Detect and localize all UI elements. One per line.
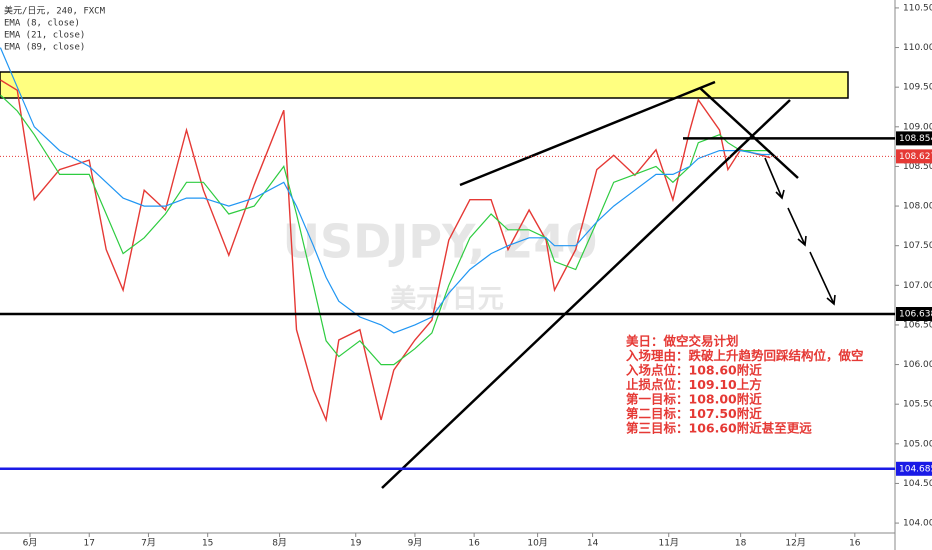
y-tick-label: 110.000 bbox=[903, 43, 932, 53]
x-tick-label: 9月 bbox=[408, 538, 423, 549]
annotation-line: 第一目标：108.00附近 bbox=[626, 392, 762, 407]
x-tick-label: 15 bbox=[202, 539, 213, 549]
trend-line bbox=[381, 99, 791, 489]
y-tick-label: 110.500 bbox=[903, 3, 932, 13]
series-line bbox=[0, 94, 771, 366]
trend-line bbox=[699, 87, 799, 179]
watermark: 美元/日元 bbox=[390, 284, 504, 315]
level-label: 104.685 bbox=[899, 464, 932, 474]
arrow bbox=[764, 157, 785, 200]
legend-label: EMA (89, close) bbox=[4, 43, 85, 53]
y-tick-label: 107.500 bbox=[903, 241, 932, 251]
drawings bbox=[381, 80, 799, 489]
y-tick-label: 108.500 bbox=[903, 162, 932, 172]
y-tick-label: 106.500 bbox=[903, 320, 932, 330]
level-label-box bbox=[896, 131, 932, 146]
y-tick-label: 104.000 bbox=[903, 519, 932, 529]
resistance-zone bbox=[0, 71, 849, 99]
x-tick-label: 16 bbox=[849, 539, 861, 549]
annotation-line: 美日：做空交易计划 bbox=[626, 334, 739, 349]
chart-title: 美元/日元, 240, FXCM bbox=[4, 5, 106, 17]
arrow bbox=[787, 207, 807, 247]
x-tick-label: 14 bbox=[587, 539, 599, 549]
x-tick-label: 11月 bbox=[658, 538, 678, 549]
y-tick-label: 105.500 bbox=[903, 400, 932, 410]
plot bbox=[0, 47, 771, 423]
x-tick-label: 6月 bbox=[23, 538, 38, 549]
annotation-line: 入场理由：跌破上升趋势回踩结构位，做空 bbox=[626, 348, 864, 363]
annotation-line: 止损点位：109.10上方 bbox=[626, 377, 762, 392]
y-tick-label: 109.000 bbox=[903, 122, 932, 132]
level-label-box bbox=[896, 307, 932, 322]
x-tick-label: 10月 bbox=[527, 538, 547, 549]
y-tick-label: 105.000 bbox=[903, 439, 932, 449]
y-tick-label: 108.000 bbox=[903, 202, 932, 212]
x-tick-label: 19 bbox=[350, 539, 362, 549]
x-tick-label: 7月 bbox=[141, 538, 156, 549]
series-line bbox=[0, 47, 771, 334]
y-tick-label: 107.000 bbox=[903, 281, 932, 291]
arrow bbox=[809, 251, 836, 306]
annotation-line: 入场点位：108.60附近 bbox=[626, 363, 762, 378]
x-tick-label: 8月 bbox=[272, 538, 287, 549]
level-label-box bbox=[896, 149, 932, 164]
y-tick-label: 106.000 bbox=[903, 360, 932, 370]
y-tick-label: 109.500 bbox=[903, 83, 932, 93]
x-tick-label: 12月 bbox=[785, 538, 805, 549]
annotation-line: 第三目标：106.60附近甚至更远 bbox=[626, 421, 812, 436]
level-label: 108.854 bbox=[899, 134, 932, 144]
level-label-box bbox=[896, 461, 932, 476]
annotation-line: 第二目标：107.50附近 bbox=[626, 406, 762, 421]
level-label: 108.627 bbox=[899, 152, 932, 162]
y-tick-label: 104.500 bbox=[903, 479, 932, 489]
annotation: 美日：做空交易计划入场理由：跌破上升趋势回踩结构位，做空入场点位：108.60附… bbox=[626, 334, 864, 436]
watermark: USDJPY, 240 bbox=[283, 215, 598, 269]
trend-line bbox=[459, 80, 716, 187]
x-tick-label: 16 bbox=[468, 539, 480, 549]
legend-label: EMA (21, close) bbox=[4, 31, 85, 41]
series-line bbox=[0, 79, 771, 423]
x-tick-label: 17 bbox=[84, 539, 95, 549]
x-tick-label: 18 bbox=[735, 539, 747, 549]
arrows bbox=[764, 157, 836, 306]
level-label: 106.638 bbox=[899, 310, 932, 320]
legend-label: EMA (8, close) bbox=[4, 19, 80, 29]
